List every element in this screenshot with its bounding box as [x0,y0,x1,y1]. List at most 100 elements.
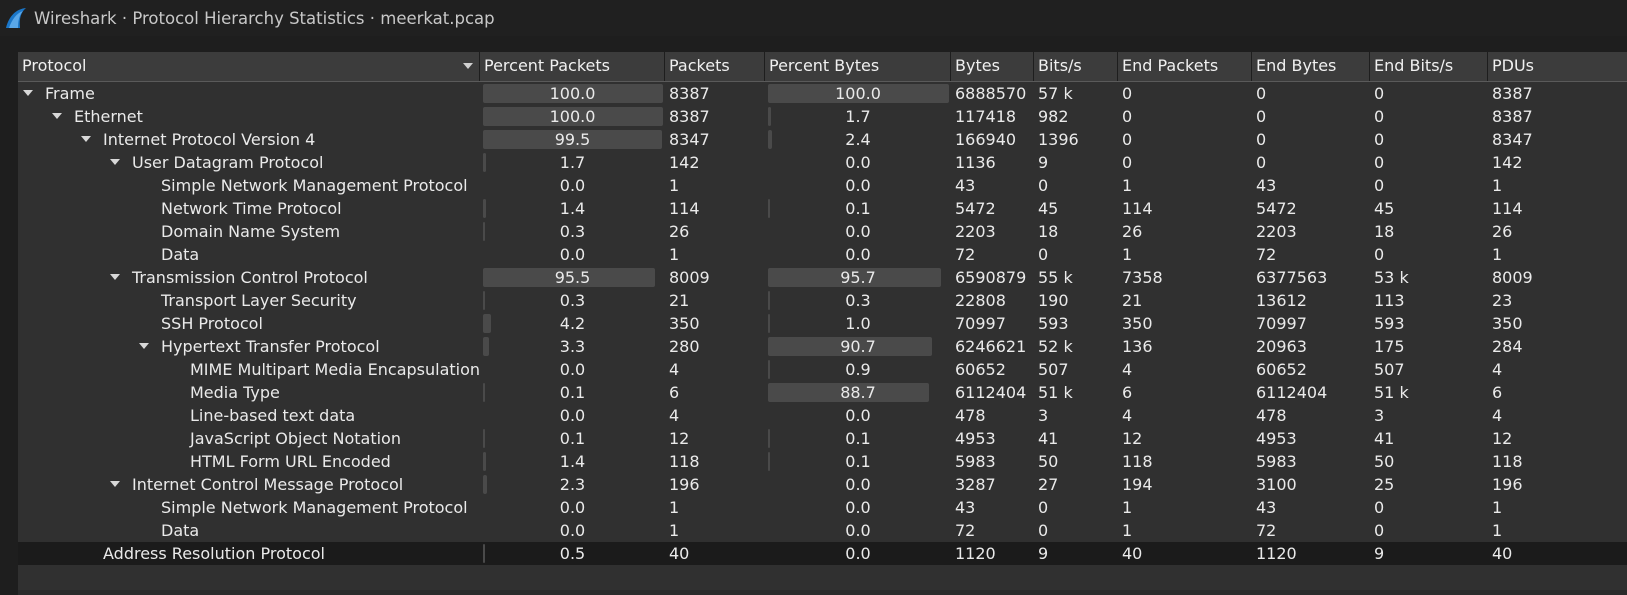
expand-arrow-icon[interactable] [139,343,149,349]
percent-packets-cell: 3.3 [480,335,665,358]
percentage-bar [768,429,770,448]
percent-bytes-cell: 1.7 [765,105,951,128]
percent-bytes-cell: 0.0 [765,542,951,565]
expand-arrow-icon[interactable] [81,136,91,142]
percentage-value: 0.1 [845,429,871,448]
percent-packets-cell: 100.0 [480,82,665,105]
column-header-packets[interactable]: Packets [665,52,765,81]
protocol-cell: Transport Layer Security [18,289,480,312]
end-bytes-cell: 72 [1256,245,1277,264]
column-header-label: Percent Bytes [769,56,880,75]
tree-row[interactable]: HTML Form URL Encoded 1.4 118 0.1 5983 50 118 5… [18,450,1627,473]
column-header-percent-packets[interactable]: Percent Packets [480,52,665,81]
bytes-cell: 5983 [955,452,996,471]
tree-row[interactable]: Transmission Control Protocol 95.5 8009 95.… [18,266,1627,289]
horizontal-scrollbar[interactable] [18,590,1627,595]
window-title: Wireshark · Protocol Hierarchy Statistic… [34,8,495,28]
expand-arrow-icon[interactable] [110,481,120,487]
bits-per-second-cell: 3 [1038,406,1049,425]
percentage-value: 0.0 [845,222,871,241]
protocol-label: Data [161,245,200,264]
tree-row[interactable]: Hypertext Transfer Protocol 3.3 280 90.7 624… [18,335,1627,358]
end-bits-per-second-cell: 0 [1374,107,1385,126]
tree-row[interactable]: Domain Name System 0.3 26 0.0 2203 18 26 2203 18… [18,220,1627,243]
bits-per-second-cell: 0 [1038,498,1049,517]
percent-packets-cell: 1.7 [480,151,665,174]
end-bytes-cell: 5983 [1256,452,1297,471]
percentage-bar [483,383,485,402]
column-header-end-packets[interactable]: End Packets [1118,52,1252,81]
percentage-bar [483,475,487,494]
protocol-label: Address Resolution Protocol [103,544,325,563]
column-header-protocol[interactable]: Protocol [18,52,480,81]
tree-row[interactable]: MIME Multipart Media Encapsulation 0.0 4 0.… [18,358,1627,381]
column-header-end-bytes[interactable]: End Bytes [1252,52,1370,81]
expand-arrow-icon[interactable] [52,113,62,119]
tree-row[interactable]: Media Type 0.1 6 88.7 6112404 51 k 6 6112404 51 … [18,381,1627,404]
column-header-bytes[interactable]: Bytes [951,52,1034,81]
percentage-value: 2.4 [845,130,871,149]
end-bits-per-second-cell: 45 [1374,199,1395,218]
protocol-hierarchy-tree[interactable]: Protocol Percent Packets Packets Percent… [18,52,1627,595]
protocol-label: Simple Network Management Protocol [161,498,468,517]
tree-row[interactable]: SSH Protocol 4.2 350 1.0 70997 593 350 70997 593… [18,312,1627,335]
packets-cell: 8347 [669,130,710,149]
tree-row[interactable]: Frame 100.0 8387 100.0 6888570 57 k 0 0 0 8387 [18,82,1627,105]
tree-row[interactable]: Transport Layer Security 0.3 21 0.3 22808 190… [18,289,1627,312]
percentage-bar [483,429,485,448]
expand-arrow-icon[interactable] [110,274,120,280]
end-packets-cell: 26 [1122,222,1143,241]
percent-bytes-cell: 0.1 [765,197,951,220]
column-header-end-bits-per-second[interactable]: End Bits/s [1370,52,1488,81]
tree-row[interactable]: Address Resolution Protocol 0.5 40 0.0 1120 9… [18,542,1627,565]
packets-cell: 1 [669,498,680,517]
tree-row[interactable]: Simple Network Management Protocol 0.0 1 0.… [18,496,1627,519]
tree-row[interactable]: Network Time Protocol 1.4 114 0.1 5472 45 114 5… [18,197,1627,220]
packets-cell: 350 [669,314,700,333]
percentage-value: 0.9 [845,360,871,379]
end-bytes-cell: 3100 [1256,475,1297,494]
end-bits-per-second-cell: 0 [1374,521,1385,540]
protocol-label: Internet Protocol Version 4 [103,130,316,149]
pdus-cell: 1 [1492,176,1503,195]
protocol-cell: User Datagram Protocol [18,151,480,174]
expand-arrow-icon[interactable] [23,90,33,96]
packets-cell: 8387 [669,84,710,103]
tree-row[interactable]: Line-based text data 0.0 4 0.0 478 3 4 478 3 4 [18,404,1627,427]
tree-row[interactable]: Data 0.0 1 0.0 72 0 1 72 0 1 [18,519,1627,542]
bits-per-second-cell: 190 [1038,291,1069,310]
percent-bytes-cell: 0.0 [765,519,951,542]
packets-cell: 114 [669,199,700,218]
end-bits-per-second-cell: 593 [1374,314,1405,333]
percent-bytes-cell: 0.0 [765,473,951,496]
end-bits-per-second-cell: 3 [1374,406,1385,425]
tree-row[interactable]: JavaScript Object Notation 0.1 12 0.1 4953 41… [18,427,1627,450]
bits-per-second-cell: 51 k [1038,383,1073,402]
end-bits-per-second-cell: 175 [1374,337,1405,356]
percentage-value: 0.0 [845,176,871,195]
tree-row[interactable]: User Datagram Protocol 1.7 142 0.0 1136 9 0 0 0 1… [18,151,1627,174]
percent-packets-cell: 0.0 [480,496,665,519]
column-header-pdus[interactable]: PDUs [1488,52,1627,81]
column-header: Protocol Percent Packets Packets Percent… [18,52,1627,82]
percentage-bar [768,130,772,149]
column-header-bits-per-second[interactable]: Bits/s [1034,52,1118,81]
tree-row[interactable]: Internet Protocol Version 4 99.5 8347 2.4 16… [18,128,1627,151]
percent-bytes-cell: 0.0 [765,404,951,427]
tree-row[interactable]: Data 0.0 1 0.0 72 0 1 72 0 1 [18,243,1627,266]
percentage-value: 0.1 [559,429,586,448]
bytes-cell: 43 [955,498,976,517]
column-header-percent-bytes[interactable]: Percent Bytes [765,52,951,81]
expand-arrow-icon[interactable] [110,159,120,165]
end-bytes-cell: 13612 [1256,291,1307,310]
packets-cell: 196 [669,475,700,494]
tree-row[interactable]: Internet Control Message Protocol 2.3 196 0… [18,473,1627,496]
percentage-value: 0.1 [845,199,871,218]
percentage-value: 0.0 [845,406,871,425]
tree-row[interactable]: Ethernet 100.0 8387 1.7 117418 982 0 0 0 8387 [18,105,1627,128]
end-bits-per-second-cell: 9 [1374,544,1385,563]
tree-row[interactable]: Simple Network Management Protocol 0.0 1 0.… [18,174,1627,197]
pdus-cell: 6 [1492,383,1503,402]
percentage-value: 0.0 [559,406,586,425]
end-packets-cell: 194 [1122,475,1153,494]
